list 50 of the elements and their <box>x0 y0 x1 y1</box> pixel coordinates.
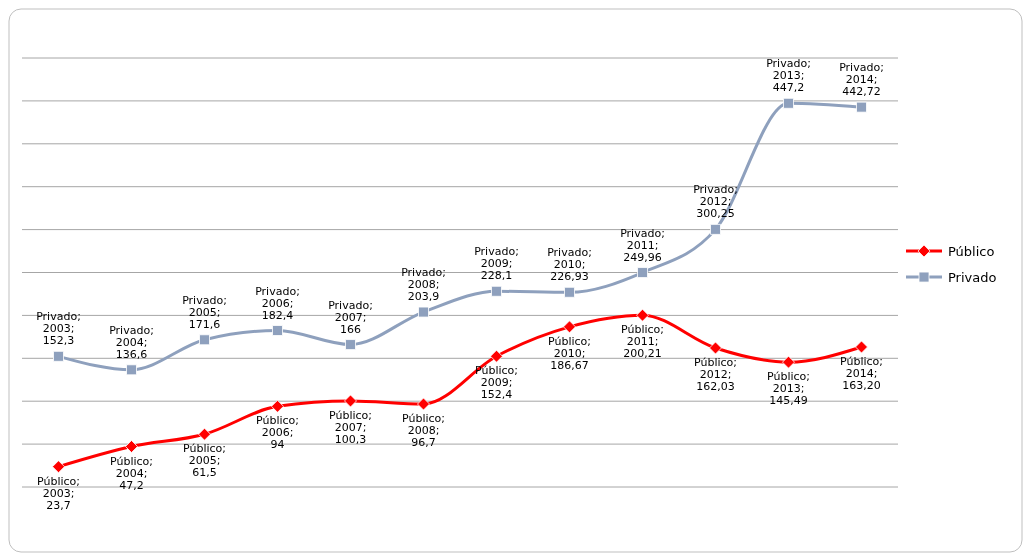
data-label: Público; 2009; 152,4 <box>475 364 518 402</box>
point <box>125 440 138 453</box>
point <box>856 101 867 113</box>
data-label: Público; 2004; 47,2 <box>110 454 153 492</box>
point <box>491 285 502 297</box>
data-label: Privado; 2012; 300,25 <box>693 183 738 221</box>
data-label: Privado; 2006; 182,4 <box>255 284 300 322</box>
data-label: Público; 2011; 200,21 <box>621 323 664 361</box>
data-label: Privado; 2005; 171,6 <box>182 293 227 331</box>
data-label: Privado; 2004; 136,6 <box>109 323 154 361</box>
data-label: Público; 2003; 23,7 <box>37 474 80 512</box>
data-label: Privado; 2008; 203,9 <box>401 266 446 304</box>
point <box>783 97 794 109</box>
point <box>272 325 283 336</box>
point <box>710 223 721 235</box>
point <box>637 267 648 278</box>
point <box>271 399 284 413</box>
point <box>490 349 503 363</box>
point <box>418 306 429 318</box>
point <box>199 334 210 346</box>
point <box>52 460 65 474</box>
data-label: Público; 2007; 100,3 <box>329 408 372 446</box>
data-label: Privado; 2003; 152,3 <box>36 310 81 348</box>
point <box>345 339 356 350</box>
data-label: Público; 2014; 163,20 <box>840 354 883 392</box>
point <box>198 427 211 441</box>
point <box>855 340 868 354</box>
point <box>709 341 722 355</box>
data-label: Público; 2010; 186,67 <box>548 334 591 372</box>
data-label: Privado; 2010; 226,93 <box>547 246 592 284</box>
data-label: Privado; 2011; 249,96 <box>620 226 665 264</box>
legend-label: Privado <box>948 269 997 285</box>
legend-label: Público <box>948 243 995 259</box>
data-label: Público; 2012; 162,03 <box>694 355 737 393</box>
point <box>53 350 64 362</box>
data-label: Privado; 2013; 447,2 <box>766 57 811 95</box>
data-label: Público; 2013; 145,49 <box>767 370 810 408</box>
data-label: Público; 2006; 94 <box>256 414 299 452</box>
point <box>636 308 649 322</box>
data-label: Público; 2005; 61,5 <box>183 442 226 480</box>
data-label: Público; 2008; 96,7 <box>402 412 445 450</box>
data-label: Privado; 2014; 442,72 <box>839 61 884 99</box>
point <box>563 320 576 334</box>
point <box>417 397 430 411</box>
data-label: Privado; 2007; 166 <box>328 298 373 336</box>
data-label: Privado; 2009; 228,1 <box>474 245 519 283</box>
point <box>782 355 795 369</box>
point <box>344 394 357 408</box>
point <box>564 286 575 298</box>
point <box>126 364 137 376</box>
